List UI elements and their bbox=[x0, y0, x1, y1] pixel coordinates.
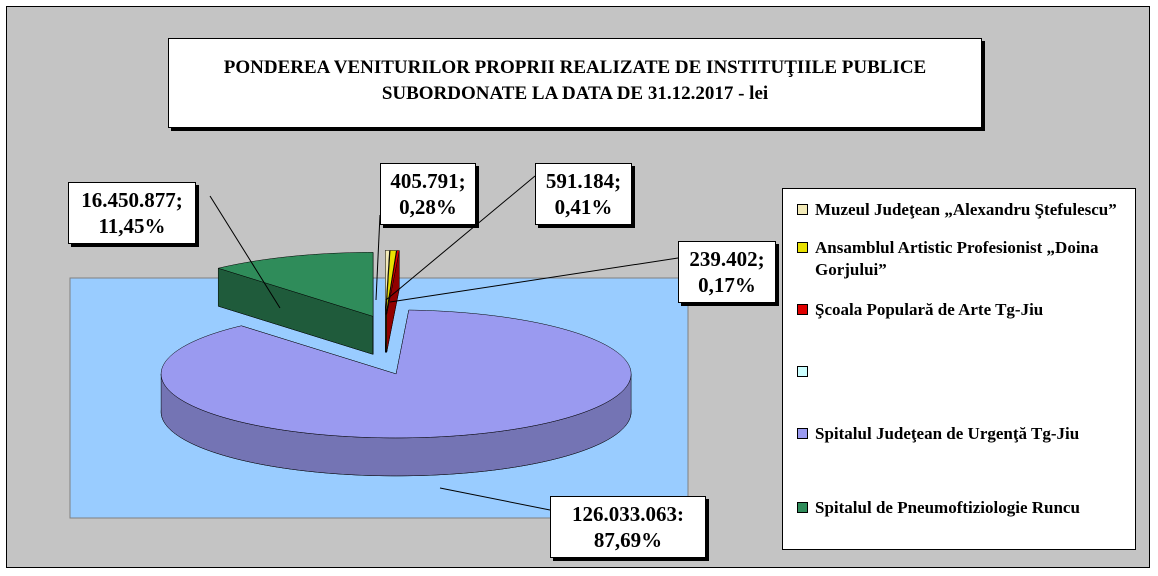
pie-slice bbox=[217, 252, 374, 317]
legend-swatch bbox=[797, 502, 808, 513]
pie-slice bbox=[385, 250, 390, 315]
legend-label: Şcoala Populară de Arte Tg-Jiu bbox=[815, 300, 1044, 319]
legend-swatch bbox=[797, 428, 808, 439]
data-label: 405.791; 0,28% bbox=[380, 163, 476, 225]
pie-slice bbox=[386, 250, 400, 315]
data-label: 591.184; 0,41% bbox=[535, 163, 632, 225]
legend-item: Ansamblul Artistic Profesionist „Doina G… bbox=[797, 237, 1127, 281]
pie bbox=[160, 250, 632, 477]
data-label: 239.402; 0,17% bbox=[678, 241, 776, 303]
leader-line bbox=[439, 487, 551, 511]
legend-label: Spitalul de Pneumoftiziologie Runcu bbox=[815, 498, 1080, 517]
legend-label: Spitalul Judeţean de Urgenţă Tg-Jiu bbox=[815, 424, 1080, 443]
leader-line bbox=[209, 195, 281, 309]
legend-swatch bbox=[797, 204, 808, 215]
legend-item: Muzeul Judeţean „Alexandru Ştefulescu” bbox=[797, 199, 1127, 221]
legend-swatch bbox=[797, 242, 808, 253]
leader-line bbox=[389, 257, 679, 303]
legend-item: Şcoala Populară de Arte Tg-Jiu bbox=[797, 299, 1127, 321]
leader-line bbox=[385, 175, 536, 301]
pie-slice bbox=[160, 309, 632, 439]
legend-swatch bbox=[797, 304, 808, 315]
legend-swatch bbox=[797, 366, 808, 377]
chart-title: PONDEREA VENITURILOR PROPRII REALIZATE D… bbox=[168, 38, 982, 128]
legend-item: Spitalul Judeţean de Urgenţă Tg-Jiu bbox=[797, 423, 1127, 445]
legend-label: Muzeul Judeţean „Alexandru Ştefulescu” bbox=[815, 200, 1117, 219]
legend: Muzeul Judeţean „Alexandru Ştefulescu” An… bbox=[782, 188, 1136, 550]
data-label: 126.033.063: 87,69% bbox=[550, 496, 706, 558]
leader-line bbox=[375, 214, 381, 301]
legend-label: Ansamblul Artistic Profesionist „Doina G… bbox=[815, 238, 1099, 279]
legend-item: Spitalul de Pneumoftiziologie Runcu bbox=[797, 497, 1127, 519]
data-label: 16.450.877; 11,45% bbox=[68, 182, 196, 244]
